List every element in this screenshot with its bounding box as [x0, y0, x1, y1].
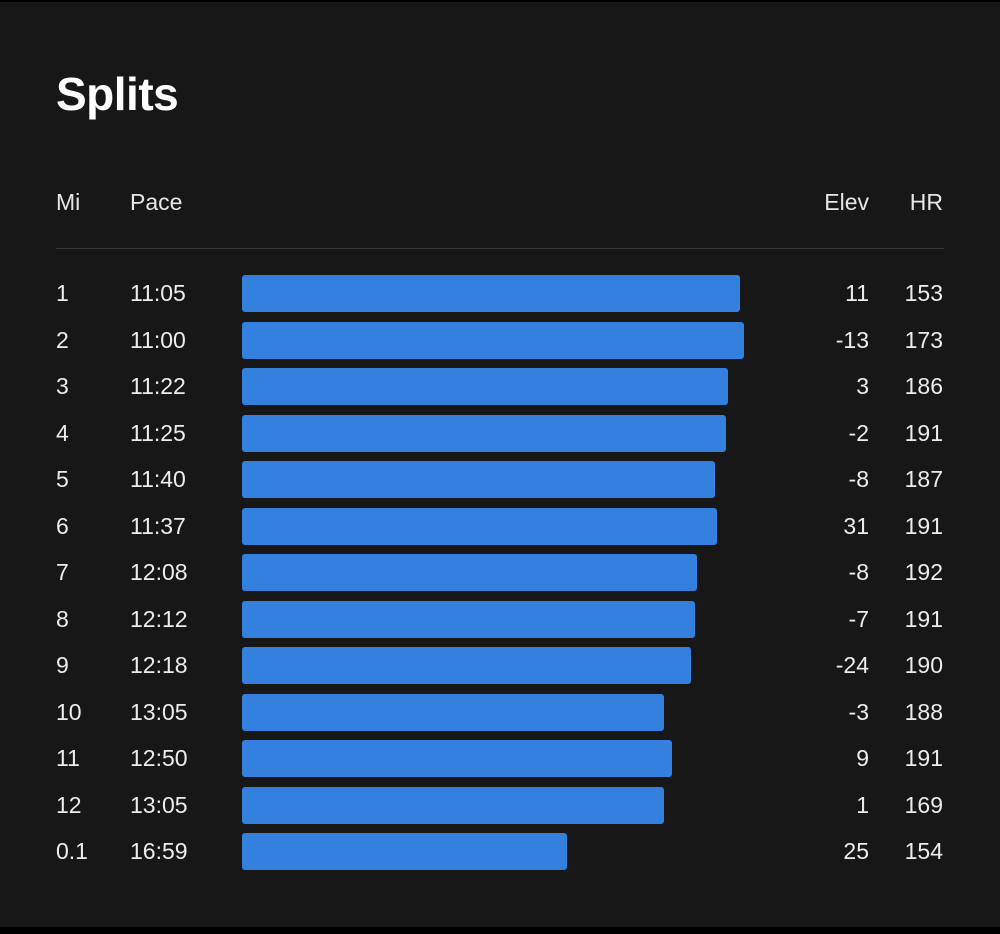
split-pace: 11:25 — [130, 419, 186, 446]
split-pace: 11:37 — [130, 512, 186, 539]
split-mile: 5 — [56, 466, 69, 492]
split-pace: 11:00 — [130, 326, 186, 353]
split-elevation: -13 — [835, 326, 869, 353]
split-mile: 11 — [56, 745, 80, 771]
split-mile: 3 — [56, 373, 69, 399]
split-row: 9 12:18 -24 190 — [0, 647, 1000, 684]
split-mile: 4 — [56, 419, 69, 446]
split-heart-rate: 188 — [904, 698, 943, 725]
pace-bar — [242, 833, 567, 870]
split-mile: 12 — [56, 791, 82, 818]
column-header-pace: Pace — [130, 189, 183, 215]
pace-bar — [242, 368, 728, 405]
split-row: 2 11:00 -13 173 — [0, 321, 1000, 359]
split-elevation: 31 — [843, 512, 869, 539]
split-elevation: -2 — [848, 419, 869, 446]
pace-bar — [242, 275, 740, 312]
split-elevation: -3 — [848, 698, 869, 725]
split-elevation: 1 — [856, 791, 869, 818]
split-heart-rate: 154 — [904, 838, 943, 864]
split-pace: 12:12 — [130, 605, 188, 632]
split-row: 3 11:22 3 186 — [0, 368, 1000, 405]
split-mile: 0.1 — [56, 838, 88, 864]
split-pace: 13:05 — [130, 791, 188, 818]
split-elevation: -8 — [848, 466, 869, 492]
split-elevation: 11 — [845, 280, 869, 306]
split-elevation: 3 — [856, 373, 869, 399]
pace-bar — [242, 321, 744, 359]
split-mile: 2 — [56, 326, 69, 353]
pace-bar — [242, 600, 695, 638]
split-elevation: -24 — [835, 652, 869, 678]
pace-bar — [242, 507, 717, 545]
split-row: 0.1 16:59 25 154 — [0, 833, 1000, 870]
split-elevation: -8 — [848, 559, 869, 585]
split-heart-rate: 153 — [904, 280, 943, 306]
split-pace: 12:18 — [130, 652, 188, 678]
page-title: Splits — [56, 68, 179, 120]
pace-bar — [242, 461, 715, 498]
pace-bar — [242, 740, 672, 777]
pace-bar — [242, 554, 697, 591]
split-heart-rate: 191 — [904, 605, 943, 632]
split-pace: 11:40 — [130, 466, 186, 492]
split-elevation: 9 — [856, 745, 869, 771]
split-mile: 6 — [56, 512, 69, 539]
split-heart-rate: 190 — [904, 652, 943, 678]
column-header-mi: Mi — [56, 189, 81, 215]
split-mile: 7 — [56, 559, 69, 585]
pace-bar — [242, 693, 664, 731]
split-pace: 12:50 — [130, 745, 188, 771]
split-row: 1 11:05 11 153 — [0, 275, 1000, 312]
column-header-hr: HR — [909, 189, 943, 215]
pace-bar — [242, 414, 726, 452]
split-pace: 13:05 — [130, 698, 188, 725]
split-row: 4 11:25 -2 191 — [0, 414, 1000, 452]
split-elevation: 25 — [843, 838, 869, 864]
pace-bar — [242, 647, 691, 684]
split-heart-rate: 173 — [904, 326, 943, 353]
split-pace: 11:05 — [130, 280, 186, 306]
split-elevation: -7 — [848, 605, 869, 632]
split-row: 5 11:40 -8 187 — [0, 461, 1000, 498]
split-heart-rate: 191 — [904, 512, 943, 539]
column-header-elev: Elev — [824, 189, 869, 215]
split-row: 12 13:05 1 169 — [0, 786, 1000, 824]
split-mile: 9 — [56, 652, 69, 678]
split-heart-rate: 186 — [904, 373, 943, 399]
split-heart-rate: 187 — [904, 466, 943, 492]
split-pace: 16:59 — [130, 838, 188, 864]
split-pace: 12:08 — [130, 559, 188, 585]
split-mile: 1 — [56, 280, 69, 306]
split-row: 10 13:05 -3 188 — [0, 693, 1000, 731]
split-heart-rate: 192 — [904, 559, 943, 585]
pace-bar — [242, 786, 664, 824]
header-divider — [56, 248, 944, 249]
split-heart-rate: 191 — [904, 745, 943, 771]
split-mile: 8 — [56, 605, 69, 632]
split-row: 6 11:37 31 191 — [0, 507, 1000, 545]
split-heart-rate: 191 — [904, 419, 943, 446]
split-pace: 11:22 — [130, 373, 186, 399]
split-mile: 10 — [56, 698, 82, 725]
split-row: 8 12:12 -7 191 — [0, 600, 1000, 638]
split-row: 7 12:08 -8 192 — [0, 554, 1000, 591]
split-heart-rate: 169 — [904, 791, 943, 818]
split-row: 11 12:50 9 191 — [0, 740, 1000, 777]
